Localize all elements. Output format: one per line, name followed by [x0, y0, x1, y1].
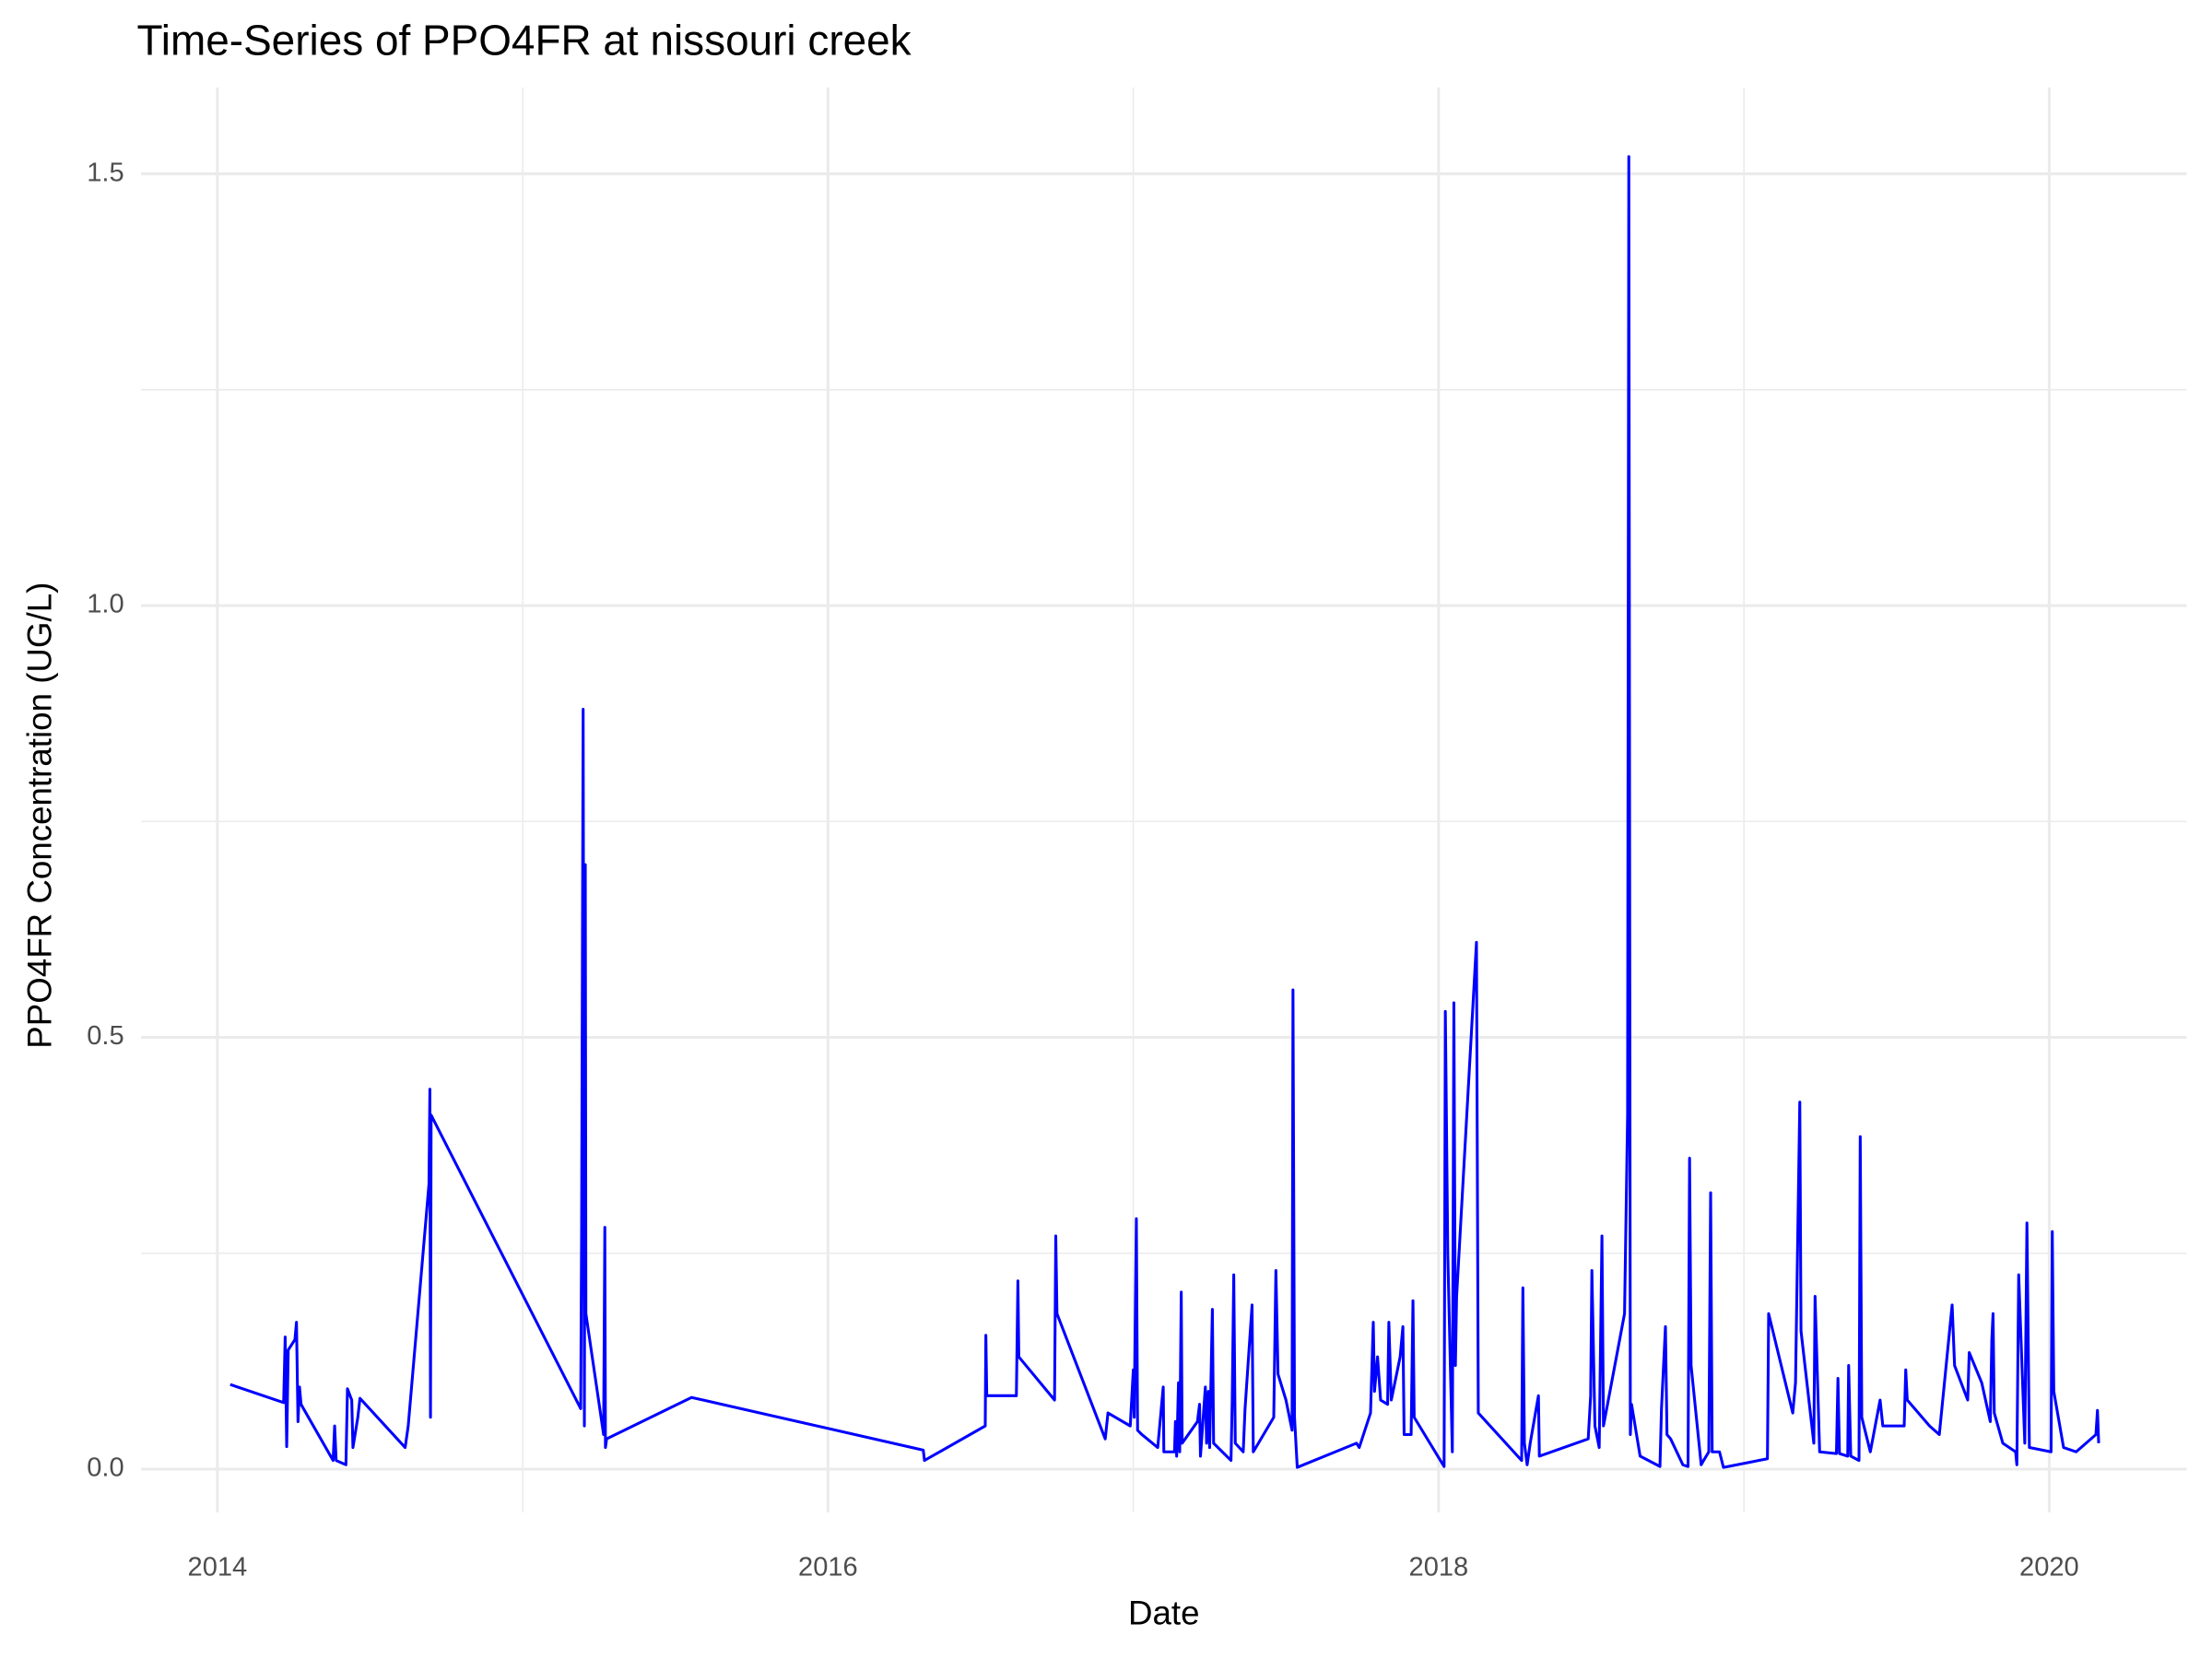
x-tick-label: 2014 [188, 1553, 248, 1583]
y-tick-label: 0.5 [87, 1021, 124, 1051]
x-tick-label: 2018 [1409, 1553, 1469, 1583]
x-axis-label: Date [1128, 1594, 1200, 1631]
y-tick-label: 0.0 [87, 1453, 124, 1483]
y-tick-label: 1.5 [87, 158, 124, 187]
y-axis-label: PPO4FR Concentration (UG/L) [21, 582, 59, 1049]
x-tick-label: 2016 [798, 1553, 858, 1583]
chart-title: Time-Series of PPO4FR at nissouri creek [136, 17, 912, 65]
y-tick-label: 1.0 [87, 590, 124, 619]
x-tick-label: 2020 [2019, 1553, 2079, 1583]
plot-marks [229, 155, 2100, 1469]
grid [141, 87, 2187, 1512]
data-line [229, 155, 2100, 1469]
